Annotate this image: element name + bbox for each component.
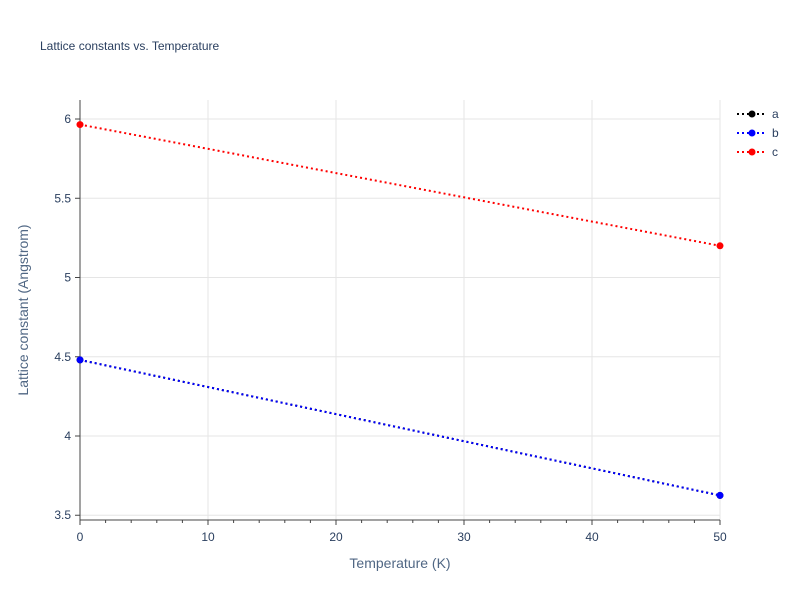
x-tick-label: 0	[77, 530, 84, 544]
y-tick-label: 6	[64, 112, 71, 126]
legend-marker-a	[748, 110, 756, 118]
legend-label-c: c	[772, 145, 778, 159]
y-axis-title: Lattice constant (Angstrom)	[15, 224, 31, 395]
axes: 0 10 20 30 40 50 3.5 4 4.5 5 5.5 6	[54, 100, 727, 544]
chart-title: Lattice constants vs. Temperature	[40, 39, 220, 53]
y-tick-label: 3.5	[54, 508, 71, 522]
y-tick-label: 4.5	[54, 350, 71, 364]
legend-label-b: b	[772, 126, 779, 140]
series-line-b	[79, 358, 721, 497]
x-tick-label: 40	[585, 530, 599, 544]
y-tick-label: 5.5	[54, 191, 71, 205]
x-axis-title: Temperature (K)	[349, 555, 450, 571]
data-point-c	[76, 121, 84, 129]
legend-marker-c	[748, 148, 756, 156]
data-point-c	[716, 242, 724, 250]
y-tick-label: 4	[64, 429, 71, 443]
legend-marker-b	[748, 129, 756, 137]
data-point-b	[76, 356, 84, 364]
series-line-c	[79, 123, 721, 247]
series-lines	[76, 121, 724, 499]
data-point-b	[716, 491, 724, 499]
x-tick-label: 10	[201, 530, 215, 544]
legend: abc	[737, 107, 779, 159]
grid-lines	[80, 100, 721, 520]
legend-label-a: a	[772, 107, 779, 121]
x-tick-label: 50	[713, 530, 727, 544]
y-tick-label: 5	[64, 271, 71, 285]
x-tick-label: 30	[457, 530, 471, 544]
x-tick-label: 20	[329, 530, 343, 544]
